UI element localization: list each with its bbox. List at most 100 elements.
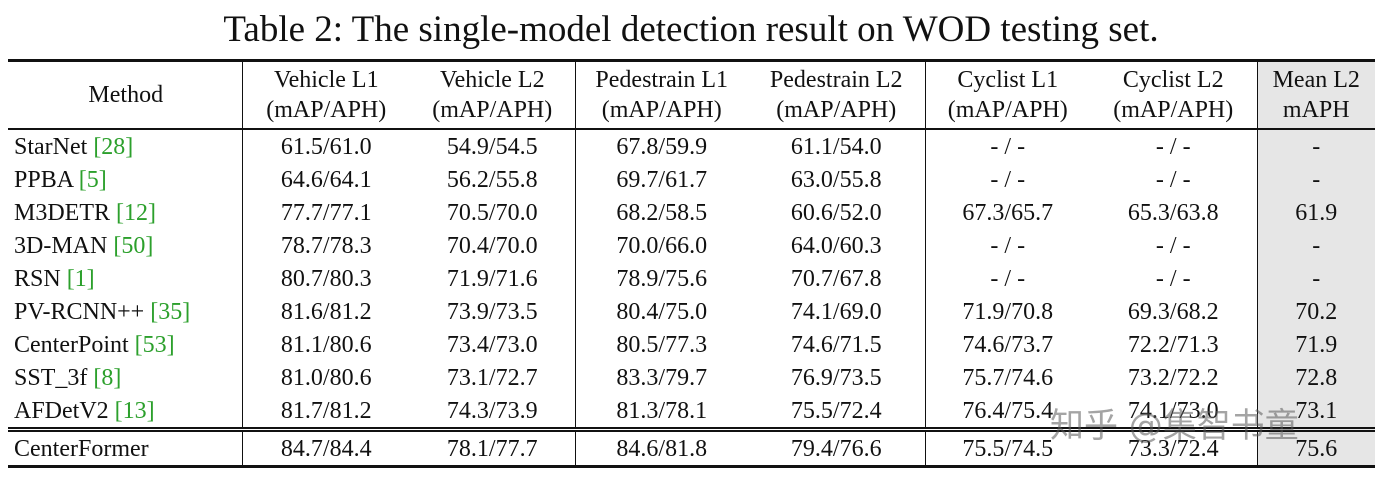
value-cell: - / - xyxy=(1090,163,1258,196)
citation: [8] xyxy=(93,364,122,391)
citation: [50] xyxy=(113,232,154,259)
value-cell: 73.2/72.2 xyxy=(1090,361,1258,394)
method-cell: CenterPoint [53] xyxy=(8,328,243,361)
value-cell: 77.7/77.1 xyxy=(280,199,372,226)
method-name: 3D-MAN xyxy=(14,232,108,259)
method-name: PPBA xyxy=(14,166,73,193)
value-cell: 84.6/81.8 xyxy=(575,427,748,467)
header-text: (mAP/APH) xyxy=(947,97,1068,123)
value-cell: 74.1/69.0 xyxy=(748,295,926,328)
value-cell: 70.5/70.0 xyxy=(410,196,576,229)
value-cell: 70.0/66.0 xyxy=(616,232,708,259)
value-cell: 54.9/54.5 xyxy=(410,129,576,163)
value-cell: 70.2 xyxy=(1257,295,1375,328)
value-cell: 69.3/68.2 xyxy=(1090,295,1258,328)
header-text: Vehicle L2 xyxy=(439,67,545,93)
value-cell: - xyxy=(1257,262,1375,295)
value-cell: 75.5/74.5 xyxy=(925,427,1090,467)
value-cell: 74.1/73.0 xyxy=(1090,394,1258,430)
value-cell: 71.9/71.6 xyxy=(410,262,576,295)
value-cell: 76.4/75.4 xyxy=(962,397,1054,424)
value-cell: 83.3/79.7 xyxy=(616,364,708,391)
header-text: mAPH xyxy=(1282,97,1350,123)
value-cell: - / - xyxy=(1090,129,1258,163)
value-cell: 65.3/63.8 xyxy=(1090,196,1258,229)
value-cell: 73.3/72.4 xyxy=(1090,427,1258,467)
table-row: AFDetV2 [13] 81.7/81.2 74.3/73.9 81.3/78.1 7… xyxy=(8,394,1375,430)
value-cell: 73.1 xyxy=(1257,394,1375,430)
table-row: CenterPoint [53] 81.1/80.6 73.4/73.0 80.5/7… xyxy=(8,328,1375,361)
table-row: PPBA [5] 64.6/64.1 56.2/55.8 69.7/61.7 63.0/… xyxy=(8,163,1375,196)
value-cell: 74.6/71.5 xyxy=(748,328,926,361)
method-name: AFDetV2 xyxy=(14,397,109,424)
value-cell: 71.9 xyxy=(1257,328,1375,361)
value-cell: 84.7/84.4 xyxy=(242,427,410,467)
value-cell: - / - xyxy=(990,265,1026,292)
citation: [5] xyxy=(78,166,107,193)
header-text: (mAP/APH) xyxy=(1113,97,1234,123)
value-cell: 78.9/75.6 xyxy=(616,265,708,292)
header-text: Cyclist L2 xyxy=(1122,67,1224,93)
table-row: RSN [1] 80.7/80.3 71.9/71.6 78.9/75.6 70.7/6… xyxy=(8,262,1375,295)
value-cell: 72.8 xyxy=(1257,361,1375,394)
method-name: SST_3f xyxy=(14,364,88,391)
value-cell: - / - xyxy=(1090,229,1258,262)
value-cell: 80.4/75.0 xyxy=(616,298,708,325)
citation: [1] xyxy=(66,265,95,292)
citation: [53] xyxy=(134,331,175,358)
value-cell: 70.4/70.0 xyxy=(410,229,576,262)
method-name: CenterPoint xyxy=(14,331,129,358)
header-cell: Pedestrain L2 (mAP/APH) xyxy=(748,60,926,130)
header-text: (mAP/APH) xyxy=(601,97,722,123)
value-cell: 63.0/55.8 xyxy=(748,163,926,196)
header-text: Vehicle L1 xyxy=(273,67,379,93)
value-cell: - / - xyxy=(990,232,1026,259)
value-cell: 73.4/73.0 xyxy=(410,328,576,361)
header-text: (mAP/APH) xyxy=(776,97,897,123)
header-text: (mAP/APH) xyxy=(432,97,553,123)
value-cell: - / - xyxy=(990,133,1026,160)
header-text: Pedestrain L2 xyxy=(769,67,903,93)
method-name: CenterFormer xyxy=(14,435,149,462)
method-cell: M3DETR [12] xyxy=(8,196,243,229)
table-title: Table 2: The single-model detection resu… xyxy=(223,9,1159,50)
value-cell: 73.9/73.5 xyxy=(410,295,576,328)
value-cell: - xyxy=(1257,163,1375,196)
value-cell: - / - xyxy=(1090,262,1258,295)
table-row: M3DETR [12] 77.7/77.1 70.5/70.0 68.2/58.5 60… xyxy=(8,196,1375,229)
method-cell: StarNet [28] xyxy=(8,129,243,163)
method-cell: SST_3f [8] xyxy=(8,361,243,394)
value-cell: - xyxy=(1257,229,1375,262)
value-cell: 61.9 xyxy=(1257,196,1375,229)
value-cell: 80.7/80.3 xyxy=(280,265,372,292)
value-cell: 74.6/73.7 xyxy=(962,331,1054,358)
table-row: SST_3f [8] 81.0/80.6 73.1/72.7 83.3/79.7 76.… xyxy=(8,361,1375,394)
value-cell: 75.7/74.6 xyxy=(962,364,1054,391)
header-cell: Mean L2 mAPH xyxy=(1257,60,1375,130)
citation: [13] xyxy=(114,397,155,424)
watermark: 知乎 @集智书童 xyxy=(1050,406,1299,446)
header-row: Method Vehicle L1 (mAP/APH) Vehicle L2 (mAP/… xyxy=(8,60,1375,130)
header-cell: Method xyxy=(8,60,243,130)
method-cell: AFDetV2 [13] xyxy=(8,394,243,430)
value-cell: 80.5/77.3 xyxy=(616,331,708,358)
header-text: Pedestrain L1 xyxy=(595,67,729,93)
value-cell: 73.1/72.7 xyxy=(410,361,576,394)
value-cell: 81.7/81.2 xyxy=(280,397,372,424)
header-cell: Cyclist L1 (mAP/APH) xyxy=(925,60,1090,130)
value-cell: 78.7/78.3 xyxy=(280,232,372,259)
citation: [12] xyxy=(116,199,156,226)
method-name: StarNet xyxy=(14,133,88,160)
method-cell: RSN [1] xyxy=(8,262,243,295)
value-cell: 61.1/54.0 xyxy=(748,129,926,163)
method-cell: 3D-MAN [50] xyxy=(8,229,243,262)
value-cell: 81.3/78.1 xyxy=(616,397,708,424)
value-cell: 74.3/73.9 xyxy=(410,394,576,430)
value-cell: 60.6/52.0 xyxy=(748,196,926,229)
table-row: StarNet [28] 61.5/61.0 54.9/54.5 67.8/59.9 6… xyxy=(8,129,1375,163)
value-cell: 71.9/70.8 xyxy=(962,298,1054,325)
value-cell: 81.0/80.6 xyxy=(280,364,372,391)
method-cell: PPBA [5] xyxy=(8,163,243,196)
value-cell: 81.6/81.2 xyxy=(280,298,372,325)
value-cell: 79.4/76.6 xyxy=(748,427,926,467)
